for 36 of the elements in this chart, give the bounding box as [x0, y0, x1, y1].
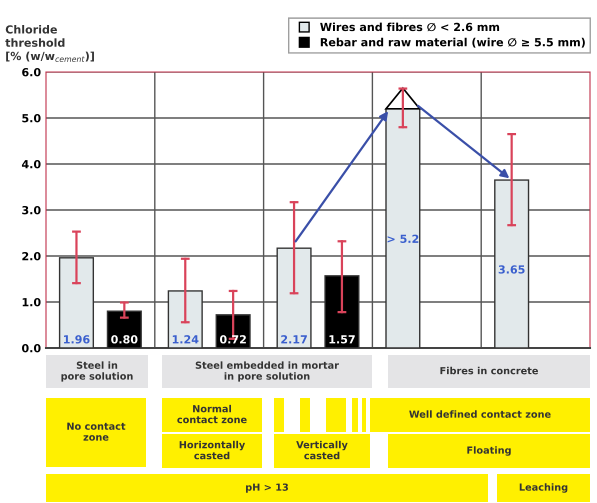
y-tick-label: 3.0	[22, 206, 41, 214]
bar	[494, 179, 530, 348]
bar	[324, 275, 360, 348]
y-axis-title: Chloride threshold [% (w/w$_{cement}$)]	[5, 25, 94, 62]
y-tick-label: 4.0	[22, 160, 41, 168]
bar	[58, 257, 94, 348]
y-tick-label: 6.0	[22, 68, 41, 76]
y-tick-label: 1.0	[22, 298, 41, 306]
bar	[106, 310, 142, 348]
text: Leaching	[520, 483, 568, 493]
text: Steel embedded in mortar in pore solution	[196, 361, 339, 382]
y-tick-label: 0.0	[22, 344, 41, 352]
text: Fibres in concrete	[440, 366, 538, 374]
text: Normal contact zone	[177, 404, 247, 424]
bar	[216, 314, 251, 348]
data-label: 0.72	[220, 335, 246, 344]
data-label: > 5.2	[388, 234, 418, 243]
data-label: 1.24	[172, 335, 198, 344]
data-label: 0.80	[111, 335, 138, 344]
text: Steel in pore solution	[61, 361, 133, 382]
text: Horizontally casted	[180, 440, 246, 460]
data-label: 3.65	[498, 265, 525, 274]
text: pH > 13	[246, 483, 288, 493]
text: No contact zone	[67, 422, 126, 441]
legend-label: Wires and fibres ∅ < 2.6 mm	[320, 22, 500, 32]
text: Well defined contact zone	[409, 410, 551, 418]
data-label: 2.17	[281, 335, 307, 344]
y-tick-label: 2.0	[22, 252, 41, 260]
bar	[276, 247, 312, 348]
data-label: 1.96	[64, 335, 90, 344]
data-label: 1.57	[329, 335, 355, 344]
text: Floating	[467, 446, 511, 456]
legend-label: Rebar and raw material (wire ∅ ≥ 5.5 mm)	[320, 38, 585, 48]
text: Vertically casted	[296, 440, 348, 460]
bar	[168, 290, 203, 348]
y-tick-label: 5.0	[22, 114, 41, 122]
